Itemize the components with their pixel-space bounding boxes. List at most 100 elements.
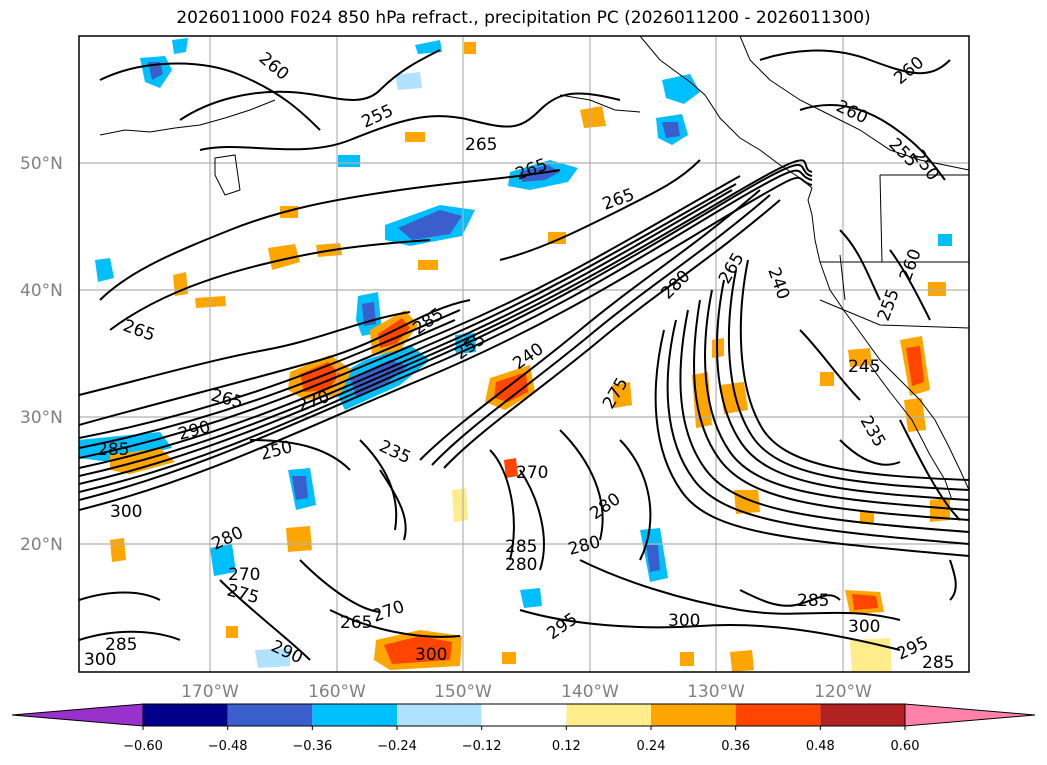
colorbar-segment [651,704,736,726]
contour-label: 270 [516,463,548,483]
lon-label-130w: 130°W [687,682,745,702]
colorbar-segment [227,704,313,726]
precip-blob [612,382,632,408]
precip-blob [504,458,518,478]
precip-blob [398,210,462,240]
contour-label: 285 [922,653,954,673]
precip-blob [286,526,312,552]
contour-label: 300 [668,611,700,631]
colorbar-segment [481,704,567,726]
colorbar-tick-label: 0.24 [637,739,666,754]
precip-blob [646,545,660,572]
colorbar-segment [735,704,821,726]
lat-label-40n: 40°N [20,281,63,301]
lon-label-120w: 120°W [814,682,872,702]
plot-frame [78,35,970,673]
precip-blob [95,258,114,282]
colorbar-segments [11,703,1036,727]
colorbar-tick-label: −0.36 [292,739,332,754]
precip-blob [820,372,834,386]
precip-blob [930,498,950,522]
contour-label: 300 [848,617,880,637]
colorbar-segment [143,704,228,726]
precip-blob [172,38,188,54]
precip-blob [520,588,542,608]
precip-blob [904,398,926,432]
precip-blob [928,282,946,296]
contour-label: 300 [110,502,142,522]
precip-blob [338,155,360,167]
contour-label: 280 [505,555,537,575]
precip-blob [720,382,748,414]
colorbar-tick-label: 0.12 [552,739,581,754]
colorbar-ticks: −0.60 −0.48 −0.36 −0.24 −0.12 0.12 0.24 0.36 0.4… [123,726,919,754]
precip-blob [906,346,924,386]
precip-blob [730,650,754,672]
contour-label: 300 [84,650,116,670]
colorbar-extend-high [904,703,1036,727]
contour-label: 270 [228,565,260,585]
lon-label-160w: 160°W [308,682,366,702]
precip-blob [210,544,236,576]
lon-label-150w: 150°W [434,682,492,702]
precip-blob [860,512,874,524]
refractivity-contours [79,49,969,661]
colorbar-tick-label: −0.48 [208,739,248,754]
colorbar-extend-low [11,703,144,727]
precip-blob [580,106,606,128]
colorbar-segment [566,704,651,726]
precip-blob [494,372,528,402]
precipitation-shading [79,38,952,672]
precip-blob [418,260,438,270]
precip-blob [662,74,700,104]
precip-blob [268,244,300,270]
colorbar: −0.60 −0.48 −0.36 −0.24 −0.12 0.12 0.24 0.36 0.4… [11,703,1036,754]
colorbar-segment [312,704,397,726]
colorbar-tick-label: 0.36 [721,739,750,754]
colorbar-frame [142,703,906,727]
contour-label: 285 [505,537,537,557]
colorbar-tick-label: 0.60 [891,739,920,754]
contour-label: 285 [105,635,137,655]
colorbar-tick-label: −0.12 [462,739,502,754]
lat-label-50n: 50°N [20,154,63,174]
colorbar-tick-label: 0.48 [806,739,835,754]
precip-blob [938,234,952,246]
colorbar-tick-label: −0.60 [123,739,163,754]
map-title: 2026011000 F024 850 hPa refract., precip… [176,8,871,28]
precip-blob [852,594,878,610]
lat-label-30n: 30°N [20,408,63,428]
colorbar-segment [397,704,482,726]
contour-label: 300 [415,645,447,665]
precip-blob [226,626,238,638]
lon-label-140w: 140°W [561,682,619,702]
precip-blob [395,72,422,90]
coastlines [99,36,969,501]
precip-blob [464,42,476,54]
precip-blob [405,132,425,142]
lon-label-170w: 170°W [181,682,239,702]
colorbar-segment [820,704,905,726]
contour-label: 245 [848,357,880,377]
contour-label: 285 [797,591,829,611]
precip-blob [292,476,308,500]
contour-label: 285 [97,440,129,460]
contour-label: 265 [465,135,497,155]
colorbar-tick-label: −0.24 [377,739,417,754]
longitude-labels: 170°W 160°W 150°W 140°W 130°W 120°W [181,682,872,702]
lat-label-20n: 20°N [20,535,63,555]
precip-blob [110,538,126,562]
precip-blob [662,122,680,138]
precip-blob [148,62,163,80]
precip-blob [502,652,516,664]
precip-blob [680,652,694,666]
precip-blob [415,40,442,54]
precip-blob [255,648,290,668]
map-plot-area: 265 265 265 265 265 260 260 255 255 250 … [79,36,969,673]
precip-blob [848,348,872,367]
precip-blob [384,636,452,664]
contour-label: 265 [340,613,372,633]
latitude-labels: 50°N 40°N 30°N 20°N [20,154,63,555]
precip-blob [452,488,468,522]
